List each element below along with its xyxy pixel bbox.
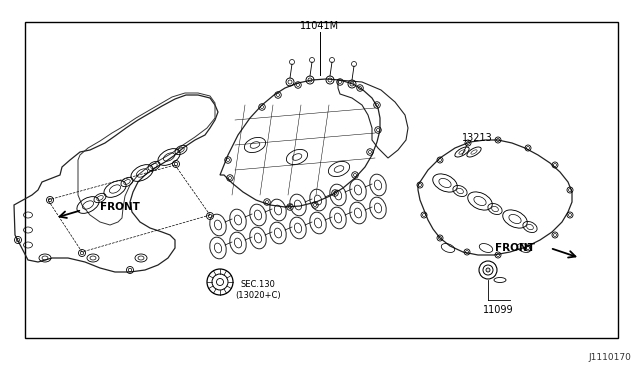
Text: 13213: 13213 — [461, 133, 492, 143]
Text: FRONT: FRONT — [100, 202, 140, 212]
Bar — [25, 22, 618, 338]
Text: SEC.130
(13020+C): SEC.130 (13020+C) — [235, 280, 281, 300]
Ellipse shape — [486, 268, 490, 272]
Text: 11041M: 11041M — [300, 21, 340, 31]
Text: FRONT: FRONT — [495, 243, 535, 253]
Text: J1110170: J1110170 — [589, 353, 632, 362]
Text: 11099: 11099 — [483, 305, 513, 315]
